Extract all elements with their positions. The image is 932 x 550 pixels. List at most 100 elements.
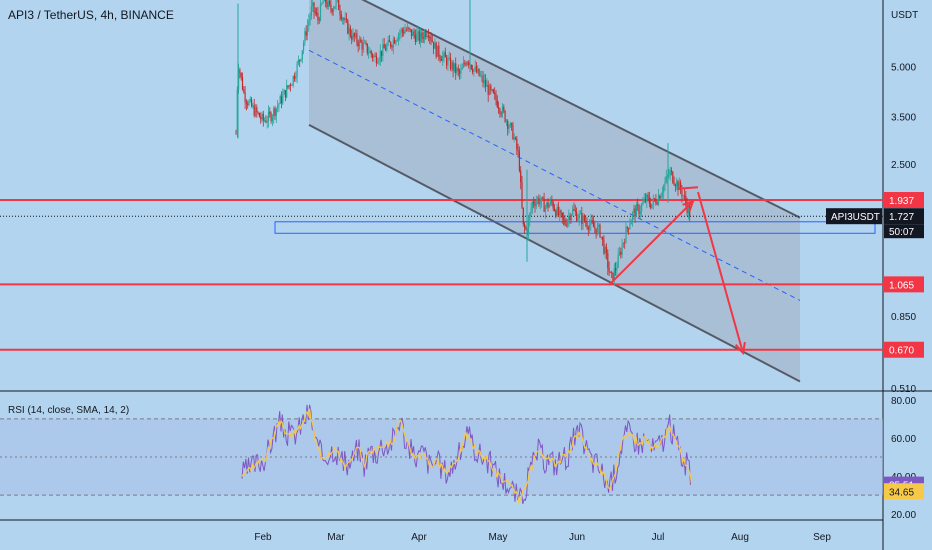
candle-body-92 bbox=[355, 33, 357, 37]
candle-body-298 bbox=[622, 242, 624, 245]
candle-body-235 bbox=[540, 197, 543, 202]
candle-body-164 bbox=[448, 57, 450, 59]
candle-body-331 bbox=[665, 176, 667, 183]
candle-body-8 bbox=[245, 102, 247, 104]
candle-body-140 bbox=[417, 31, 419, 34]
level-tag-2: 0.670 bbox=[889, 346, 914, 357]
candle-body-66 bbox=[321, 3, 323, 5]
candle-body-264 bbox=[578, 213, 580, 219]
candle-body-307 bbox=[634, 208, 636, 217]
candle-body-55 bbox=[306, 25, 309, 36]
candle-body-284 bbox=[604, 246, 606, 254]
channel-upper-line[interactable] bbox=[309, 0, 801, 219]
candle-body-75 bbox=[332, 8, 335, 13]
candle-body-60 bbox=[313, 2, 315, 12]
rsi-tick-0: 80.00 bbox=[891, 396, 916, 407]
candle-body-177 bbox=[465, 63, 467, 65]
candle-body-105 bbox=[371, 54, 374, 58]
candle-body-134 bbox=[409, 28, 411, 30]
rsi-tick-1: 60.00 bbox=[891, 434, 916, 445]
candle-body-301 bbox=[626, 227, 628, 229]
candle-body-293 bbox=[616, 267, 618, 271]
candle-body-223 bbox=[525, 227, 527, 230]
candle-body-262 bbox=[576, 211, 578, 221]
candle-body-107 bbox=[374, 55, 376, 57]
candle-body-288 bbox=[609, 271, 611, 273]
candle-body-210 bbox=[508, 126, 510, 129]
candle-body-129 bbox=[403, 31, 405, 34]
candle-body-283 bbox=[603, 239, 605, 254]
arrow-up-head bbox=[682, 199, 695, 212]
candle-body-41 bbox=[288, 84, 290, 88]
rsi-sma-tag-bg bbox=[884, 483, 924, 500]
candle-body-252 bbox=[563, 217, 565, 219]
candle-body-228 bbox=[531, 201, 533, 208]
candle-body-2 bbox=[238, 69, 240, 90]
candle-body-12 bbox=[251, 99, 253, 107]
price-tick-3: 0.850 bbox=[891, 312, 916, 323]
candle-body-183 bbox=[473, 68, 475, 73]
candle-body-7 bbox=[244, 92, 246, 103]
price-axis[interactable] bbox=[883, 0, 932, 550]
candle-body-156 bbox=[438, 45, 440, 57]
rsi-line[interactable] bbox=[241, 404, 693, 504]
candle-body-237 bbox=[543, 198, 545, 212]
candle-body-58 bbox=[310, 6, 312, 16]
candle-body-101 bbox=[366, 43, 368, 53]
candle-body-174 bbox=[461, 67, 463, 70]
candle-body-44 bbox=[292, 75, 294, 85]
channel-median-line[interactable] bbox=[308, 49, 801, 301]
candle-body-35 bbox=[280, 96, 283, 104]
candle-body-219 bbox=[520, 170, 522, 183]
candle-body-322 bbox=[654, 198, 656, 200]
candle-body-310 bbox=[638, 205, 640, 214]
time-tick-5: Jul bbox=[652, 532, 665, 543]
candlestick-series[interactable] bbox=[235, 0, 691, 286]
candle-body-300 bbox=[625, 227, 627, 243]
candle-body-244 bbox=[552, 202, 554, 209]
candle-body-37 bbox=[283, 90, 285, 95]
candle-body-148 bbox=[427, 35, 429, 37]
candle-body-199 bbox=[494, 92, 496, 95]
candle-body-212 bbox=[511, 123, 513, 125]
candle-body-271 bbox=[587, 227, 589, 230]
candle-body-31 bbox=[275, 108, 277, 116]
candle-body-71 bbox=[327, 0, 329, 8]
candle-body-102 bbox=[368, 52, 370, 54]
candle-body-135 bbox=[410, 29, 413, 37]
candle-body-222 bbox=[524, 224, 526, 228]
price-tick-4: 0.510 bbox=[891, 384, 916, 395]
candle-body-40 bbox=[287, 85, 289, 88]
candle-body-329 bbox=[663, 185, 665, 193]
candle-body-317 bbox=[647, 194, 649, 198]
time-tick-3: May bbox=[489, 532, 508, 543]
candle-body-77 bbox=[335, 0, 337, 7]
candle-body-90 bbox=[352, 33, 354, 40]
rsi-sma-line[interactable] bbox=[241, 408, 693, 505]
candle-body-195 bbox=[488, 85, 491, 95]
candle-body-277 bbox=[595, 228, 597, 235]
candle-body-76 bbox=[334, 6, 336, 9]
candle-body-112 bbox=[381, 50, 383, 56]
candle-body-304 bbox=[630, 220, 632, 225]
projection-arrows[interactable] bbox=[608, 186, 746, 356]
rsi-sma-tag: 34.65 bbox=[889, 487, 914, 498]
arrow-up-line bbox=[608, 200, 694, 286]
candle-body-279 bbox=[598, 224, 600, 227]
arrow-down-head bbox=[734, 341, 746, 356]
support-zone-rectangle[interactable] bbox=[274, 221, 876, 234]
channel-lower-line[interactable] bbox=[308, 123, 801, 383]
candle-body-266 bbox=[581, 213, 583, 224]
candle-body-285 bbox=[605, 246, 608, 254]
level-tag-0-bg bbox=[884, 192, 924, 209]
candle-body-232 bbox=[537, 197, 539, 202]
candle-body-6 bbox=[243, 89, 245, 93]
candle-body-201 bbox=[496, 100, 498, 108]
candle-body-312 bbox=[641, 204, 643, 212]
price-tick-labels: 5.000 3.500 2.500 0.850 0.510 bbox=[891, 62, 916, 395]
time-tick-2: Apr bbox=[411, 532, 427, 543]
candle-body-16 bbox=[256, 107, 258, 113]
candle-body-344 bbox=[682, 195, 684, 197]
candle-body-192 bbox=[485, 80, 487, 87]
